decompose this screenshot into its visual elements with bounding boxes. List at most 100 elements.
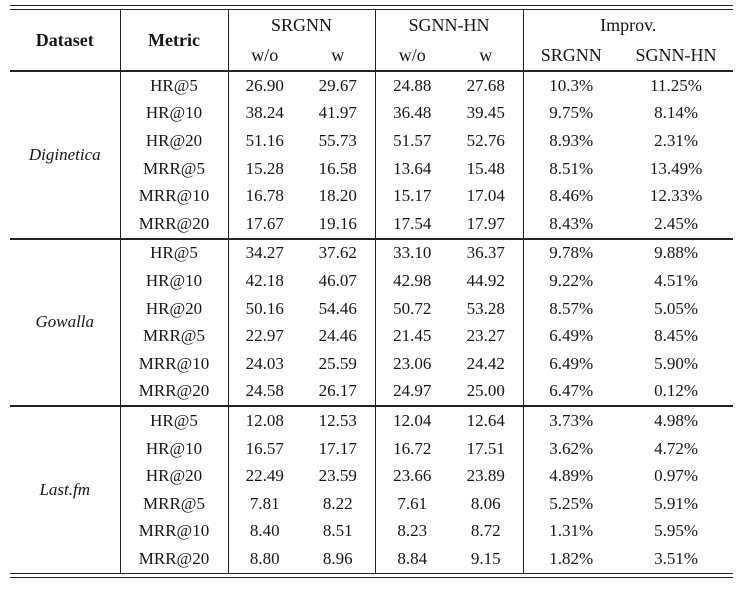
metric-cell: HR@5 bbox=[119, 406, 228, 435]
value-cell: 8.80 bbox=[227, 545, 301, 573]
value-cell: 8.96 bbox=[322, 548, 353, 568]
subheader-srgnn-w: w bbox=[331, 44, 345, 65]
value-cell: 29.67 bbox=[318, 75, 357, 95]
value-cell: 16.78 bbox=[227, 182, 301, 210]
table-row: HR@20 22.49 23.59 23.66 23.89 4.89% 0.97… bbox=[10, 462, 733, 490]
metric-cell: MRR@20 bbox=[119, 545, 228, 573]
top-double-rule bbox=[10, 5, 733, 10]
value-cell: 6.47% bbox=[522, 377, 620, 407]
metric-cell: MRR@5 bbox=[119, 154, 228, 183]
value-cell: 24.88 bbox=[374, 71, 450, 100]
value-cell: 15.28 bbox=[227, 154, 301, 183]
value-cell: 0.12% bbox=[654, 381, 698, 401]
value-cell: 6.49% bbox=[522, 322, 620, 350]
value-cell: 5.25% bbox=[522, 489, 620, 518]
value-cell: 24.97 bbox=[374, 377, 450, 407]
metric-cell: HR@10 bbox=[119, 267, 228, 295]
value-cell: 9.22% bbox=[522, 267, 620, 295]
value-cell: 17.04 bbox=[466, 186, 505, 206]
value-cell: 17.67 bbox=[227, 209, 301, 239]
value-cell: 12.64 bbox=[466, 410, 505, 430]
value-cell: 5.90% bbox=[654, 353, 698, 373]
value-cell: 10.3% bbox=[522, 71, 620, 100]
value-cell: 16.58 bbox=[318, 158, 357, 178]
value-cell: 52.76 bbox=[466, 130, 505, 150]
value-cell: 11.25% bbox=[650, 75, 702, 95]
dataset-label: Diginetica bbox=[28, 144, 101, 164]
value-cell: 4.51% bbox=[654, 270, 698, 290]
value-cell: 51.16 bbox=[227, 127, 301, 155]
metric-cell: MRR@10 bbox=[119, 349, 228, 378]
value-cell: 33.10 bbox=[374, 238, 450, 268]
table-row: HR@20 51.16 55.73 51.57 52.76 8.93% 2.31… bbox=[10, 127, 733, 155]
dataset-label: Gowalla bbox=[35, 312, 95, 332]
col-group-srgnn: SRGNN bbox=[227, 10, 376, 40]
value-cell: 8.06 bbox=[470, 493, 501, 513]
value-cell: 7.61 bbox=[374, 489, 450, 518]
value-cell: 9.78% bbox=[522, 238, 620, 268]
table-row: HR@10 42.18 46.07 42.98 44.92 9.22% 4.51… bbox=[10, 267, 733, 295]
value-cell: 5.05% bbox=[654, 298, 698, 318]
table-row: HR@10 16.57 17.17 16.72 17.51 3.62% 4.72… bbox=[10, 434, 733, 463]
value-cell: 9.75% bbox=[522, 99, 620, 128]
value-cell: 22.97 bbox=[227, 322, 301, 350]
value-cell: 2.45% bbox=[654, 213, 698, 233]
value-cell: 7.81 bbox=[227, 489, 301, 518]
metric-cell: MRR@10 bbox=[119, 182, 228, 210]
metric-cell: MRR@20 bbox=[119, 209, 228, 239]
value-cell: 51.57 bbox=[374, 127, 450, 155]
subheader-sgnn-hn-wo: w/o bbox=[374, 40, 450, 71]
metric-cell: HR@20 bbox=[119, 462, 228, 490]
dataset-label: Last.fm bbox=[39, 479, 91, 499]
metric-cell: HR@10 bbox=[119, 99, 228, 128]
value-cell: 4.89% bbox=[522, 462, 620, 490]
value-cell: 44.92 bbox=[466, 270, 505, 290]
value-cell: 17.17 bbox=[318, 438, 357, 458]
value-cell: 27.68 bbox=[466, 75, 505, 95]
value-cell: 8.93% bbox=[522, 127, 620, 155]
metric-cell: HR@5 bbox=[119, 238, 228, 268]
value-cell: 8.45% bbox=[654, 326, 698, 346]
col-header-metric: Metric bbox=[119, 10, 228, 71]
value-cell: 23.66 bbox=[374, 462, 450, 490]
section-diginetica: Diginetica HR@5 26.90 29.67 24.88 27.68 … bbox=[10, 71, 734, 239]
value-cell: 42.98 bbox=[374, 267, 450, 295]
metric-cell: HR@20 bbox=[119, 127, 228, 155]
value-cell: 53.28 bbox=[466, 298, 505, 318]
value-cell: 1.31% bbox=[522, 517, 620, 546]
value-cell: 25.00 bbox=[466, 381, 505, 401]
table-row: HR@10 38.24 41.97 36.48 39.45 9.75% 8.14… bbox=[10, 99, 733, 128]
table-row: Gowalla HR@5 34.27 37.62 33.10 36.37 9.7… bbox=[10, 238, 733, 331]
value-cell: 17.54 bbox=[374, 209, 450, 239]
value-cell: 37.62 bbox=[318, 243, 357, 263]
value-cell: 16.72 bbox=[374, 434, 450, 463]
section-lastfm: Last.fm HR@5 12.08 12.53 12.04 12.64 3.7… bbox=[10, 406, 733, 573]
value-cell: 50.16 bbox=[227, 294, 301, 323]
metric-cell: MRR@10 bbox=[119, 517, 228, 546]
value-cell: 25.59 bbox=[318, 353, 357, 373]
value-cell: 5.95% bbox=[654, 521, 698, 541]
subheader-improv-srgnn: SRGNN bbox=[522, 40, 620, 71]
col-group-improv: Improv. bbox=[522, 10, 734, 40]
bottom-double-rule bbox=[10, 572, 733, 578]
value-cell: 3.51% bbox=[654, 548, 698, 568]
value-cell: 15.48 bbox=[466, 158, 505, 178]
value-cell: 15.17 bbox=[374, 182, 450, 210]
table-header: Dataset Metric SRGNN SGNN-HN Improv. w/o… bbox=[10, 10, 734, 71]
value-cell: 50.72 bbox=[374, 294, 450, 323]
subheader-improv-sgnn-hn: SGNN-HN bbox=[635, 44, 717, 65]
value-cell: 55.73 bbox=[318, 130, 357, 150]
value-cell: 24.42 bbox=[466, 353, 505, 373]
metric-cell: HR@10 bbox=[119, 434, 228, 463]
value-cell: 17.97 bbox=[466, 213, 505, 233]
value-cell: 8.22 bbox=[322, 493, 353, 513]
value-cell: 22.49 bbox=[227, 462, 301, 490]
table-row: MRR@10 16.78 18.20 15.17 17.04 8.46% 12.… bbox=[10, 182, 733, 210]
value-cell: 4.72% bbox=[654, 438, 698, 458]
value-cell: 8.51% bbox=[522, 154, 620, 183]
value-cell: 9.88% bbox=[654, 243, 698, 263]
value-cell: 8.72 bbox=[470, 521, 501, 541]
value-cell: 8.57% bbox=[522, 294, 620, 323]
value-cell: 12.04 bbox=[374, 406, 450, 435]
